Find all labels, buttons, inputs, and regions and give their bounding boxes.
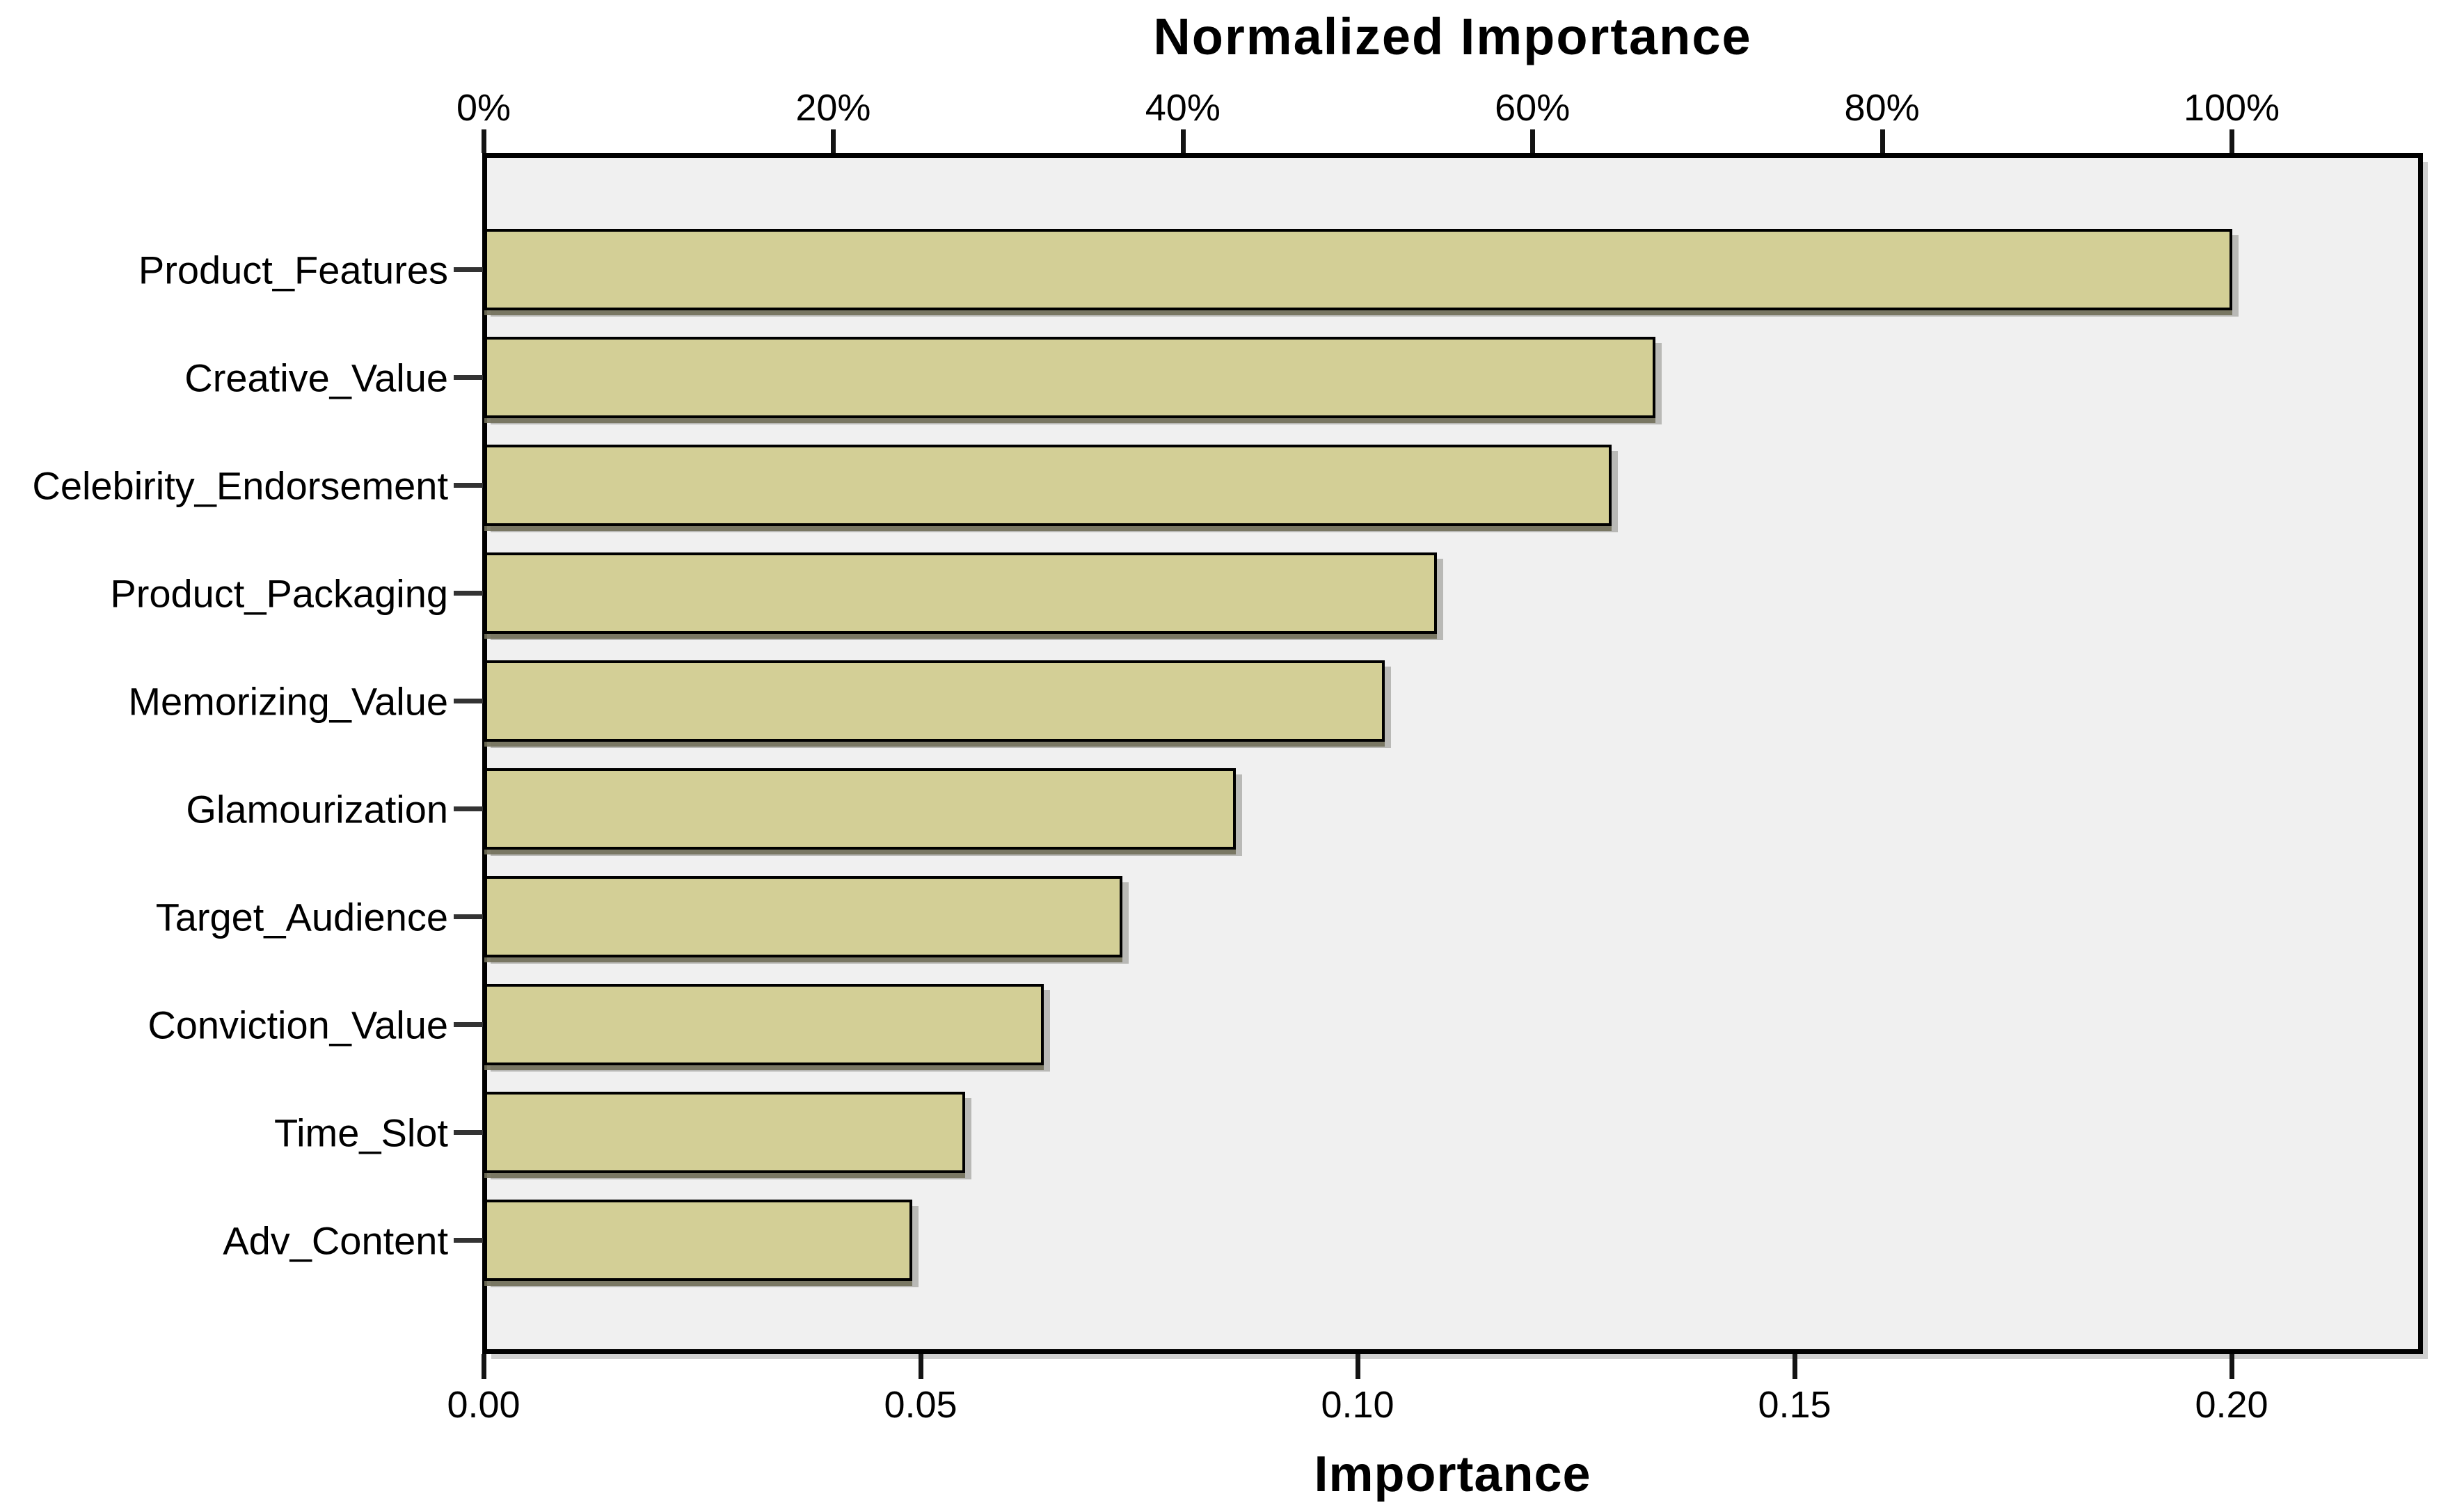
category-label: Adv_Content bbox=[223, 1218, 448, 1263]
bottom-axis-tick-label: 0.10 bbox=[1321, 1384, 1394, 1426]
importance-bar bbox=[484, 229, 2232, 310]
top-axis-tick-label: 60% bbox=[1495, 87, 1571, 129]
importance-bar bbox=[484, 876, 1122, 957]
importance-bar bbox=[484, 552, 1437, 634]
x-axis-title: Importance bbox=[1314, 1447, 1591, 1502]
importance-bar bbox=[484, 1092, 965, 1173]
bottom-axis-tick bbox=[1793, 1354, 1797, 1379]
category-tick bbox=[454, 591, 483, 596]
category-label: Product_Features bbox=[138, 248, 448, 292]
importance-bar bbox=[484, 337, 1655, 418]
category-tick bbox=[454, 375, 483, 380]
category-tick bbox=[454, 267, 483, 272]
category-label: Target_Audience bbox=[155, 895, 448, 939]
category-tick bbox=[454, 914, 483, 919]
category-tick bbox=[454, 1022, 483, 1027]
bottom-axis-tick-label: 0.15 bbox=[1758, 1384, 1831, 1426]
bottom-axis-tick bbox=[2230, 1354, 2234, 1379]
top-axis-tick-label: 0% bbox=[456, 87, 511, 129]
importance-bar bbox=[484, 1200, 912, 1281]
top-axis-tick bbox=[831, 129, 836, 153]
importance-bar bbox=[484, 984, 1044, 1065]
category-label: Glamourization bbox=[186, 787, 448, 831]
bottom-axis-tick bbox=[482, 1354, 486, 1379]
top-axis-tick-label: 20% bbox=[795, 87, 871, 129]
bottom-axis-tick-label: 0.05 bbox=[884, 1384, 957, 1426]
chart-title: Normalized Importance bbox=[1153, 8, 1752, 65]
category-tick bbox=[454, 699, 483, 703]
bottom-axis-tick-label: 0.20 bbox=[2195, 1384, 2268, 1426]
category-tick bbox=[454, 483, 483, 488]
category-tick bbox=[454, 806, 483, 811]
category-label: Time_Slot bbox=[273, 1111, 448, 1155]
category-label: Creative_Value bbox=[184, 356, 448, 400]
importance-bar bbox=[484, 768, 1236, 850]
category-label: Celebirity_Endorsement bbox=[32, 463, 448, 508]
category-label: Conviction_Value bbox=[148, 1003, 448, 1047]
bottom-axis-tick bbox=[919, 1354, 923, 1379]
top-axis-tick-label: 100% bbox=[2183, 87, 2280, 129]
top-axis-tick-label: 80% bbox=[1844, 87, 1920, 129]
top-axis-tick-label: 40% bbox=[1145, 87, 1221, 129]
category-tick bbox=[454, 1130, 483, 1135]
category-label: Product_Packaging bbox=[110, 571, 448, 616]
plot-area bbox=[482, 153, 2423, 1354]
bottom-axis-tick bbox=[1356, 1354, 1360, 1379]
top-axis-tick bbox=[1879, 129, 1885, 153]
category-label: Memorizing_Value bbox=[128, 679, 448, 724]
category-tick bbox=[454, 1238, 483, 1243]
bottom-axis-tick-label: 0.00 bbox=[447, 1384, 520, 1426]
importance-bar bbox=[484, 445, 1612, 526]
top-axis-tick bbox=[1530, 129, 1536, 153]
top-axis-tick bbox=[2230, 129, 2234, 153]
top-axis-tick bbox=[482, 129, 486, 153]
importance-bar bbox=[484, 660, 1385, 742]
top-axis-tick bbox=[1180, 129, 1186, 153]
